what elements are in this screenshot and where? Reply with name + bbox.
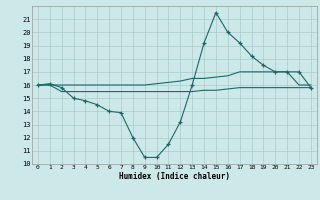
X-axis label: Humidex (Indice chaleur): Humidex (Indice chaleur): [119, 172, 230, 181]
